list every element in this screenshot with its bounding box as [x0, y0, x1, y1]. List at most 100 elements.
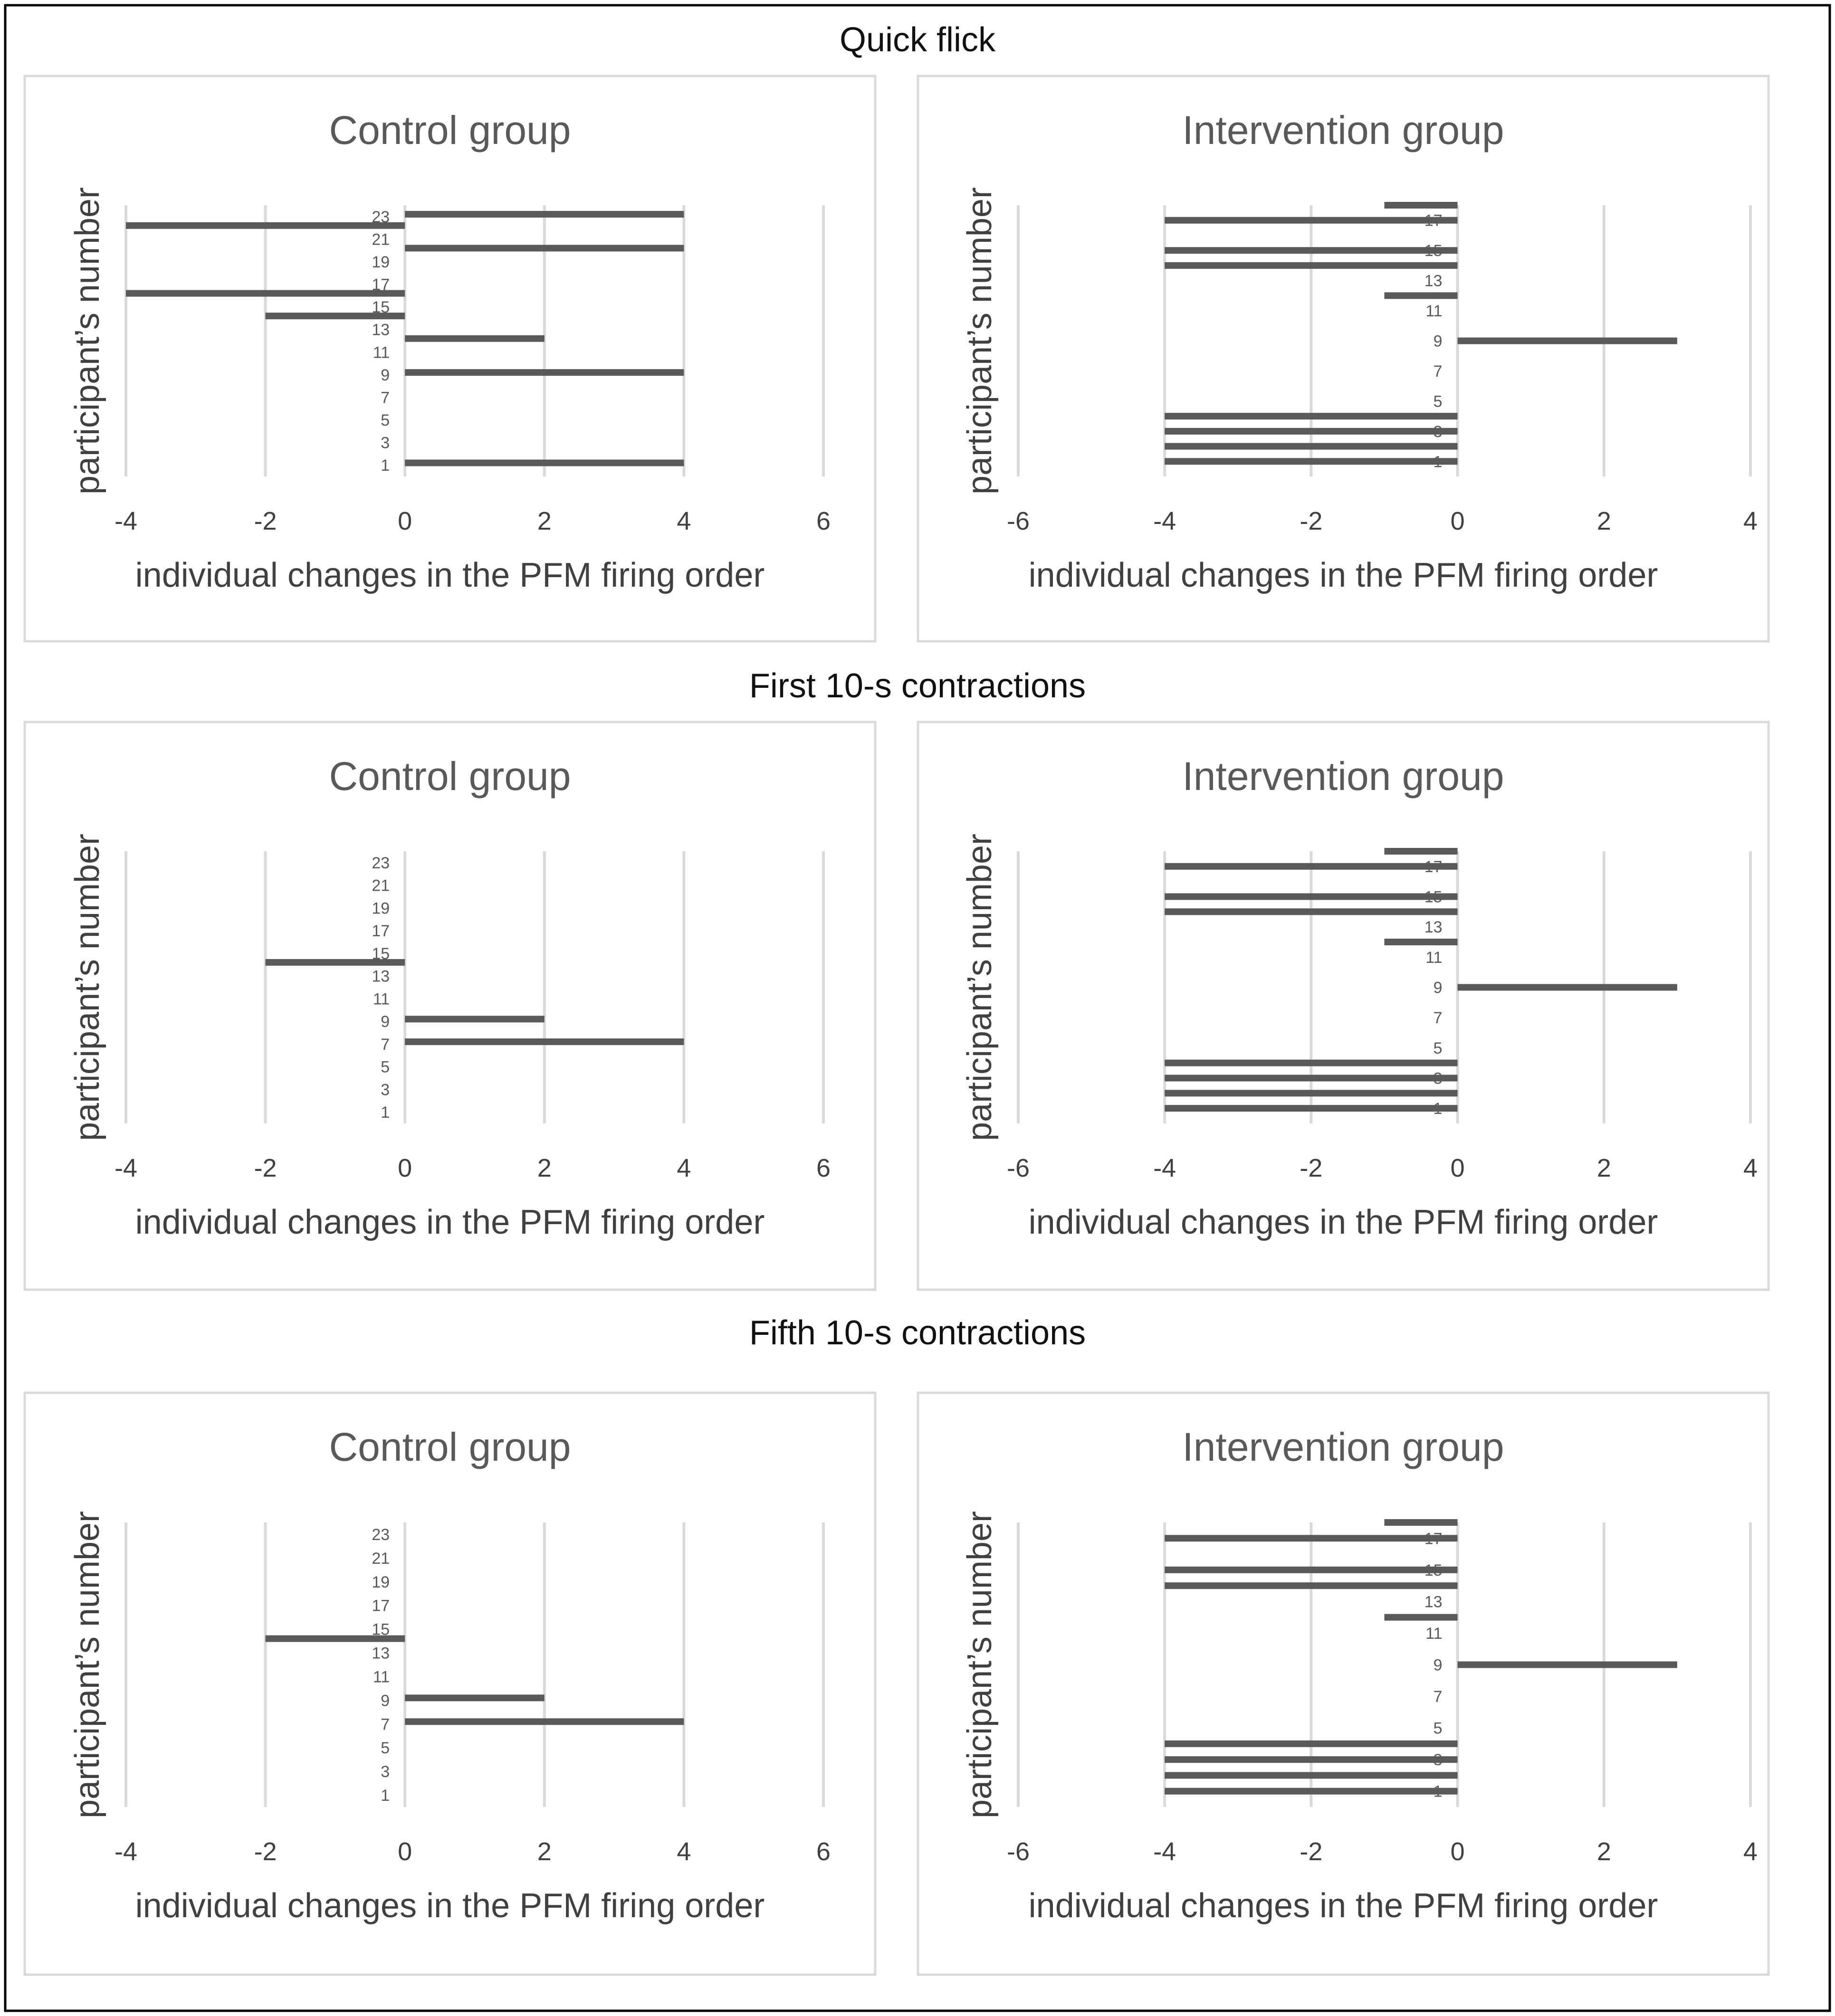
panel-title: Intervention group	[1182, 1425, 1504, 1469]
y-axis-label: participant’s number	[68, 187, 106, 494]
row-label: 9	[381, 366, 390, 384]
section-title-quick-flick: Quick flick	[840, 21, 996, 59]
bar-participant-9	[1457, 1661, 1677, 1668]
x-tick-label: 0	[1451, 507, 1465, 535]
bar-participant-18	[1384, 848, 1458, 855]
row-label: 7	[381, 1036, 390, 1054]
x-tick-label: 2	[537, 1154, 552, 1182]
y-axis-label: participant’s number	[961, 187, 999, 494]
y-axis-label: participant’s number	[961, 834, 999, 1141]
chart-panel-6: Intervention group-6-4-20241715131197531…	[917, 1391, 1770, 1976]
bar-participant-12	[1384, 292, 1458, 299]
row-label: 5	[381, 1739, 390, 1757]
bar-participant-1	[405, 459, 684, 466]
row-label: 17	[372, 1597, 390, 1615]
x-tick-label: 4	[1743, 1154, 1758, 1182]
panel-border	[917, 75, 1770, 643]
row-label: 13	[1424, 272, 1443, 290]
x-tick-label: -6	[1007, 507, 1030, 535]
x-axis-label: individual changes in the PFM firing ord…	[135, 1887, 765, 1925]
panel-title: Control group	[329, 108, 571, 152]
bar-participant-3	[1165, 1075, 1458, 1082]
row-label: 13	[372, 1645, 390, 1663]
bar-participant-3	[1165, 428, 1458, 435]
row-label: 9	[381, 1692, 390, 1710]
section-title-first-10s: First 10-s contractions	[749, 667, 1086, 705]
chart-panel-2: Intervention group-6-4-20241715131197531…	[917, 75, 1770, 643]
bar-participant-18	[1384, 202, 1458, 209]
row-label: 3	[381, 1763, 390, 1781]
row-label: 5	[381, 411, 390, 429]
y-axis-label: participant’s number	[68, 834, 106, 1141]
panel-title: Control group	[329, 754, 571, 799]
row-label: 19	[372, 253, 390, 271]
x-tick-label: -4	[115, 1837, 137, 1866]
x-tick-label: 0	[1451, 1154, 1465, 1182]
x-tick-label: -2	[1300, 1837, 1322, 1866]
bar-participant-20	[405, 245, 684, 252]
row-label: 9	[381, 1013, 390, 1031]
x-tick-label: -2	[254, 1837, 277, 1866]
row-label: 19	[372, 899, 390, 917]
bar-participant-17	[1165, 1535, 1458, 1542]
row-label: 13	[372, 321, 390, 339]
panel-title: Control group	[329, 1425, 571, 1469]
x-tick-label: 4	[677, 1837, 691, 1866]
bar-participant-2	[1165, 1772, 1458, 1779]
panel-border	[23, 75, 877, 643]
row-label: 21	[372, 1550, 390, 1568]
row-label: 23	[372, 854, 390, 872]
panel-border	[23, 721, 877, 1291]
row-label: 11	[373, 1668, 390, 1686]
section-title-fifth-10s: Fifth 10-s contractions	[749, 1314, 1086, 1352]
x-tick-label: 4	[1743, 1837, 1758, 1866]
x-axis-label: individual changes in the PFM firing ord…	[135, 1203, 765, 1241]
row-label: 11	[373, 990, 390, 1008]
bar-participant-9	[405, 1016, 545, 1023]
bar-participant-1	[1165, 1788, 1458, 1795]
bar-participant-3	[1165, 1756, 1458, 1763]
x-axis-label: individual changes in the PFM firing ord…	[135, 556, 765, 594]
row-label: 21	[372, 230, 390, 248]
x-tick-label: -2	[254, 507, 277, 535]
row-label: 17	[372, 922, 390, 940]
bar-participant-9	[1457, 337, 1677, 344]
x-tick-label: 6	[816, 1154, 831, 1182]
bar-participant-14	[1165, 908, 1458, 915]
x-tick-label: -6	[1007, 1154, 1030, 1182]
bar-participant-14	[265, 959, 405, 966]
bar-participant-7	[405, 1718, 684, 1725]
row-label: 1	[381, 456, 390, 475]
bar-participant-2	[1165, 443, 1458, 450]
x-axis-label: individual changes in the PFM firing ord…	[1029, 556, 1658, 594]
x-tick-label: 6	[816, 1837, 831, 1866]
x-tick-label: 2	[537, 507, 552, 535]
row-label: 3	[381, 434, 390, 452]
chart-panels: Control group-4 -2 0 2 4 62321191715131197531…	[23, 75, 1770, 1976]
row-label: 7	[1434, 1009, 1443, 1027]
x-tick-label: 4	[1743, 507, 1758, 535]
x-tick-label: -6	[1007, 1837, 1030, 1866]
row-label: 3	[381, 1081, 390, 1099]
bar-participant-15	[1165, 893, 1458, 900]
bar-participant-14	[265, 1635, 405, 1642]
row-label: 11	[1425, 1625, 1442, 1643]
y-axis-label: participant’s number	[68, 1511, 106, 1818]
panel-title: Intervention group	[1182, 754, 1504, 799]
bar-participant-1	[1165, 1105, 1458, 1112]
x-tick-label: -4	[1153, 1837, 1176, 1866]
bar-participant-18	[1384, 1519, 1458, 1526]
row-label: 9	[1434, 1656, 1443, 1674]
x-tick-label: 6	[816, 507, 831, 535]
bar-participant-2	[1165, 1090, 1458, 1097]
row-label: 13	[1424, 918, 1443, 936]
x-axis-label: individual changes in the PFM firing ord…	[1029, 1887, 1658, 1925]
bar-participant-14	[265, 313, 405, 320]
x-tick-label: 2	[1597, 1154, 1611, 1182]
x-tick-label: -4	[115, 507, 137, 535]
panel-title: Intervention group	[1182, 108, 1504, 152]
bar-participant-22	[126, 222, 405, 229]
x-tick-label: 0	[398, 507, 412, 535]
bar-participant-7	[405, 1038, 684, 1046]
